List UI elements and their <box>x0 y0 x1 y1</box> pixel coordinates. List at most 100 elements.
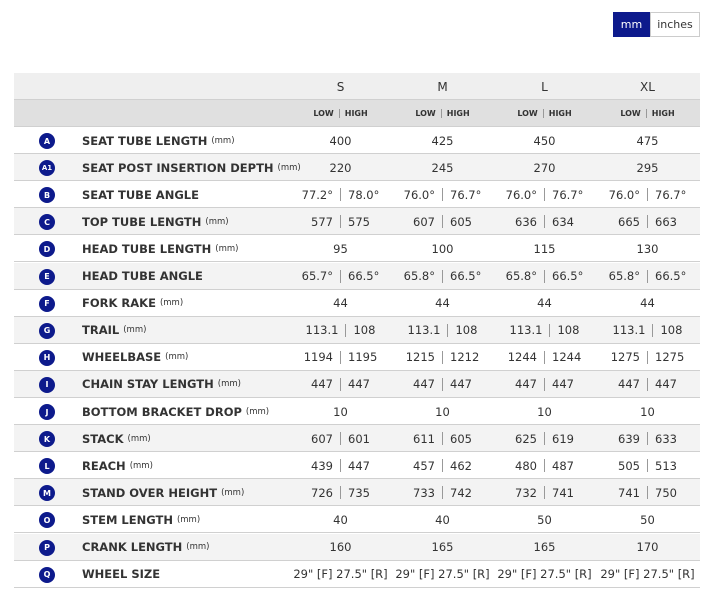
label-unit: (mm) <box>127 433 151 444</box>
value: 475 <box>636 133 659 148</box>
label-text: STAND OVER HEIGHT <box>82 485 218 500</box>
low-value: 732 <box>515 485 537 500</box>
value: 29" [F] 27.5" [R] <box>395 567 490 582</box>
value-cell: 29" [F] 27.5" [R] <box>391 561 494 588</box>
separator <box>647 486 648 500</box>
row-badge: B <box>39 187 55 204</box>
separator <box>442 459 443 473</box>
high-value: 742 <box>450 485 472 500</box>
geometry-row: A1 SEAT POST INSERTION DEPTH (mm) 220 245 270… <box>14 154 700 182</box>
separator <box>340 486 341 500</box>
value-cell: 447 447 <box>289 371 392 398</box>
value-cell: 44 <box>289 290 392 317</box>
row-badge: I <box>39 376 55 393</box>
separator <box>647 215 648 229</box>
high-value: 1275 <box>655 350 685 365</box>
row-label: FORK RAKE (mm) <box>82 290 183 317</box>
geometry-row: P CRANK LENGTH (mm) 160 165 165 170 <box>14 533 700 561</box>
value-cell: 40 <box>391 506 494 533</box>
low-value: 65.7° <box>301 269 333 283</box>
row-label: STAND OVER HEIGHT (mm) <box>82 479 244 506</box>
geometry-row: H WHEELBASE (mm) 1194 1195 1215 1212 1244 1244 12… <box>14 343 700 371</box>
separator <box>340 350 341 364</box>
value-cell: 505 513 <box>596 452 699 479</box>
high-value: 605 <box>450 431 472 446</box>
low-value: 76.0° <box>403 187 435 202</box>
high-value: 601 <box>348 431 370 446</box>
separator <box>442 432 443 446</box>
value-cell: 439 447 <box>289 452 392 479</box>
value-cell: 113.1 108 <box>391 317 494 344</box>
value-cell: 40 <box>289 506 392 533</box>
value: 50 <box>537 512 552 527</box>
low-value: 639 <box>618 431 640 446</box>
value-cell: 245 <box>391 154 494 181</box>
high-value: 76.7° <box>450 187 482 202</box>
high-value: 750 <box>655 485 677 500</box>
row-label: TOP TUBE LENGTH (mm) <box>82 208 229 235</box>
label-unit: (mm) <box>245 406 270 417</box>
low-value: 447 <box>618 377 640 392</box>
low-value: 113.1 <box>407 323 441 338</box>
geometry-row: M STAND OVER HEIGHT (mm) 726 735 733 742 732 741… <box>14 479 700 507</box>
value: 160 <box>329 540 352 554</box>
size-name: S <box>336 79 345 94</box>
value-cell: 577 575 <box>289 208 392 235</box>
separator <box>544 459 545 473</box>
high-value: 108 <box>455 323 478 338</box>
unit-toggle[interactable]: inches <box>650 12 700 37</box>
value-cell: 480 487 <box>493 452 596 479</box>
value: 10 <box>435 404 450 419</box>
value-cell: 10 <box>493 398 596 425</box>
separator <box>340 459 341 473</box>
separator <box>647 432 648 446</box>
unit-toggle[interactable]: mm <box>613 12 650 37</box>
geometry-row: C TOP TUBE LENGTH (mm) 577 575 607 605 636 634 66… <box>14 208 700 236</box>
high-label: HIGH <box>446 109 470 118</box>
low-label: LOW <box>313 109 334 118</box>
low-value: 1194 <box>303 350 333 365</box>
label-text: TOP TUBE LENGTH <box>82 214 202 229</box>
row-badge: P <box>39 539 55 556</box>
high-value: 447 <box>348 458 370 473</box>
high-value: 66.5° <box>348 269 380 283</box>
separator <box>544 377 545 391</box>
size-name: L <box>541 79 548 94</box>
low-value: 76.0° <box>608 187 640 202</box>
size-name: XL <box>640 79 655 94</box>
value-cell: 165 <box>391 534 494 561</box>
low-value: 1215 <box>405 350 435 365</box>
row-label: SEAT TUBE ANGLE <box>82 181 199 208</box>
low-value: 625 <box>515 431 537 446</box>
low-value: 65.8° <box>608 269 640 283</box>
value: 400 <box>329 133 352 148</box>
value-cell: 1215 1212 <box>391 344 494 371</box>
row-label: SEAT TUBE LENGTH (mm) <box>82 127 235 154</box>
low-value: 457 <box>413 458 435 473</box>
separator <box>338 109 340 118</box>
high-value: 462 <box>450 458 472 473</box>
value: 100 <box>431 241 454 256</box>
row-label: STACK (mm) <box>82 425 151 452</box>
label-text: SEAT POST INSERTION DEPTH <box>82 160 274 175</box>
geometry-row: I CHAIN STAY LENGTH (mm) 447 447 447 447 447 447… <box>14 370 700 398</box>
value: 10 <box>537 404 552 419</box>
high-value: 108 <box>660 323 683 338</box>
value-cell: 475 <box>596 127 699 154</box>
value-cell: 400 <box>289 127 392 154</box>
separator <box>340 432 341 446</box>
low-value: 76.0° <box>505 187 537 202</box>
row-label: STEM LENGTH (mm) <box>82 506 200 533</box>
low-value: 447 <box>413 377 435 392</box>
value: 44 <box>537 296 552 311</box>
value: 44 <box>640 296 655 311</box>
low-value: 505 <box>618 458 640 473</box>
separator <box>647 188 648 202</box>
low-value: 77.2° <box>301 187 333 202</box>
label-text: HEAD TUBE LENGTH <box>82 241 212 256</box>
value-cell: 726 735 <box>289 479 392 506</box>
separator <box>544 188 545 202</box>
row-label: BOTTOM BRACKET DROP (mm) <box>82 398 269 425</box>
row-badge: H <box>39 349 55 366</box>
separator <box>442 215 443 229</box>
